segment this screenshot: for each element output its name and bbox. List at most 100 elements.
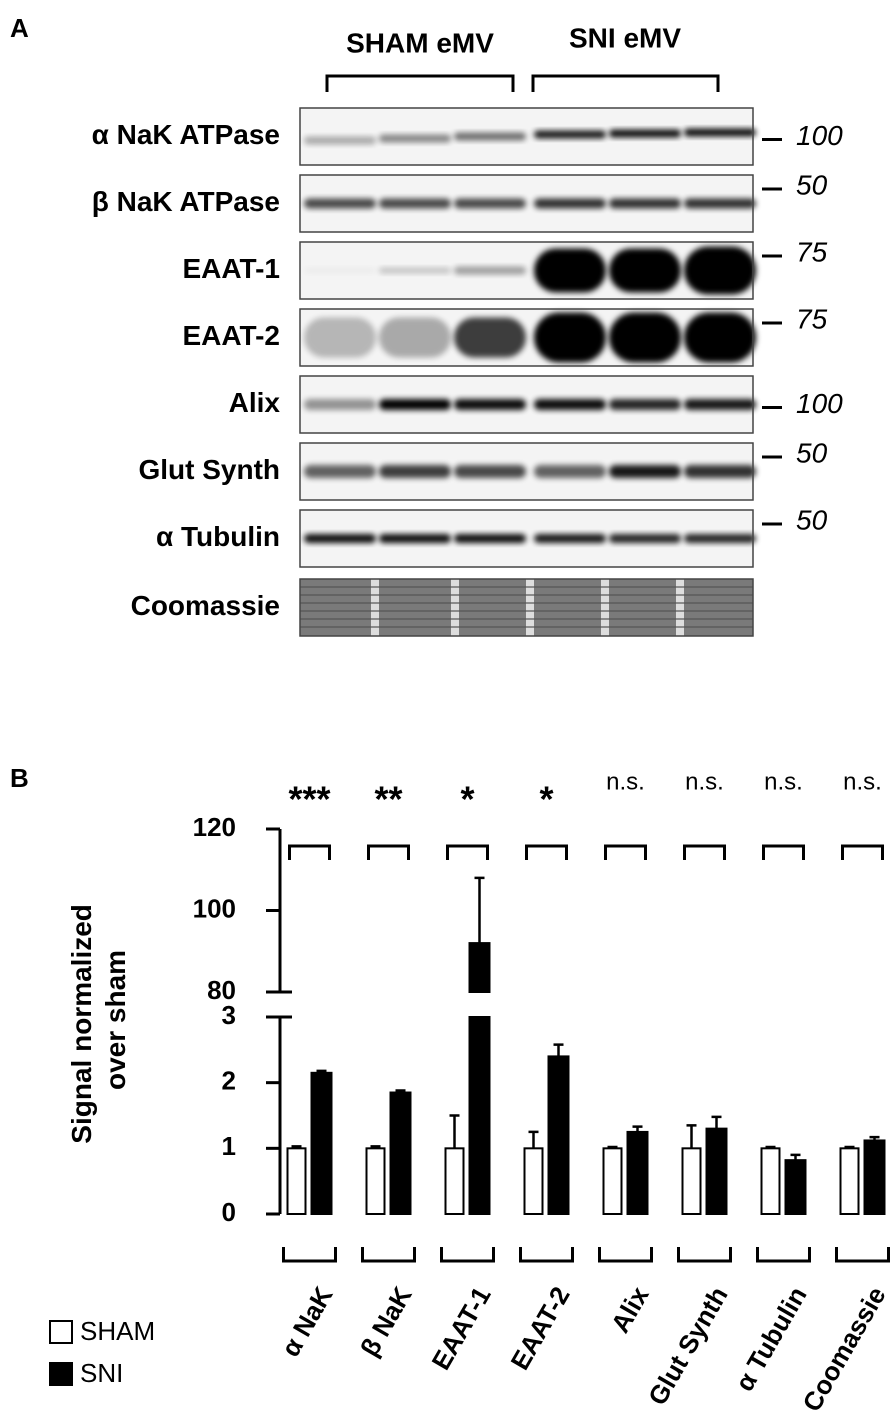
error-bar	[291, 1145, 302, 1149]
bar	[389, 1091, 412, 1216]
significance-label: **	[374, 779, 402, 820]
blot-frame	[299, 509, 754, 568]
y-axis-label-line: over sham	[100, 950, 131, 1090]
band	[609, 129, 681, 138]
blot: α NaK ATPase 100 β NaK ATPase 50 EAAT-1 75 EAA…	[92, 107, 843, 637]
category-bracket	[440, 1247, 495, 1263]
error-bar	[553, 1043, 564, 1057]
lane-gap	[451, 579, 459, 636]
legend-label: SNI	[80, 1358, 123, 1388]
x-tick-label: Glut Synth	[642, 1281, 734, 1410]
bar	[547, 1055, 570, 1216]
y-tick-label: 80	[207, 975, 236, 1005]
band	[454, 266, 526, 275]
significance-bracket	[367, 844, 410, 860]
bar	[468, 1016, 491, 1215]
blot-frame	[299, 578, 754, 637]
x-tick-label: β NaK	[354, 1281, 418, 1361]
significance-label: n.s.	[606, 768, 645, 795]
panel-label: A	[10, 13, 29, 43]
significance-bracket	[683, 844, 726, 860]
x-tick-label: Coomassie	[796, 1281, 891, 1414]
band	[454, 534, 526, 543]
band	[534, 312, 606, 363]
significance-label: ***	[288, 779, 330, 820]
band	[379, 198, 451, 209]
error-bar	[765, 1145, 776, 1149]
blot-frame	[299, 308, 754, 367]
bar	[523, 1147, 544, 1216]
x-tick-label: α Tubulin	[729, 1281, 813, 1396]
significance-bracket	[841, 844, 884, 860]
significance-bracket	[762, 844, 805, 860]
significance-bracket	[446, 844, 489, 860]
significance-label: n.s.	[764, 768, 803, 795]
x-tick-label: EAAT-1	[425, 1281, 496, 1374]
bar	[839, 1147, 860, 1216]
y-tick-label: 0	[222, 1197, 236, 1227]
mw-label: 50	[796, 169, 828, 200]
bar	[468, 942, 491, 993]
band	[304, 399, 376, 410]
row-label: α NaK ATPase	[92, 119, 280, 150]
category-bracket	[519, 1247, 574, 1263]
band	[454, 198, 526, 209]
lane-gap	[601, 579, 609, 636]
mw-label: 50	[796, 437, 828, 468]
row-label: β NaK ATPase	[92, 186, 280, 217]
band	[534, 534, 606, 543]
bar	[705, 1127, 728, 1215]
group-label: SHAM eMV	[346, 27, 494, 58]
band	[379, 534, 451, 543]
bar	[784, 1159, 807, 1215]
significance-bracket	[288, 844, 331, 860]
band	[609, 198, 681, 209]
error-bar	[395, 1089, 406, 1093]
bar	[626, 1130, 649, 1215]
band	[684, 246, 756, 295]
lane-gap	[676, 579, 684, 636]
band	[684, 399, 756, 410]
blot-frame	[299, 442, 754, 501]
group-bracket	[325, 74, 720, 92]
x-tick-label: EAAT-2	[504, 1281, 575, 1374]
bar	[365, 1147, 386, 1216]
significance-bracket	[525, 844, 568, 860]
band	[609, 248, 681, 293]
band	[684, 198, 756, 209]
category-bracket	[677, 1247, 732, 1263]
error-bar	[632, 1125, 643, 1132]
error-bar	[790, 1153, 801, 1161]
bar-chart: 0 1 2 380 100 120 *** α NaK ** β NaK * EAAT-1 * EAAT-…	[49, 768, 892, 1414]
error-bar	[686, 1124, 697, 1149]
band	[534, 399, 606, 410]
mw-label: 100	[796, 388, 843, 419]
category-bracket	[756, 1247, 811, 1263]
lane-gap	[371, 579, 379, 636]
band	[534, 248, 606, 293]
band	[534, 198, 606, 209]
band	[379, 317, 451, 358]
band	[454, 399, 526, 410]
bar	[760, 1147, 781, 1216]
legend-swatch	[49, 1362, 73, 1386]
bar	[444, 1147, 465, 1216]
bar	[681, 1147, 702, 1216]
error-bar	[869, 1135, 880, 1141]
y-axis-label: Signal normalized over sham	[66, 896, 131, 1143]
row-label: Coomassie	[131, 590, 280, 621]
band	[379, 399, 451, 410]
blot-frame	[299, 375, 754, 434]
blot-frame	[299, 107, 754, 166]
x-tick-label: α NaK	[275, 1281, 339, 1361]
bar	[286, 1147, 307, 1216]
band	[609, 312, 681, 363]
error-bar	[370, 1145, 381, 1149]
blot-frame	[299, 174, 754, 233]
band	[684, 534, 756, 543]
band	[609, 465, 681, 478]
y-tick-label: 120	[193, 812, 236, 842]
row-label: EAAT-1	[183, 253, 281, 284]
band	[304, 534, 376, 543]
